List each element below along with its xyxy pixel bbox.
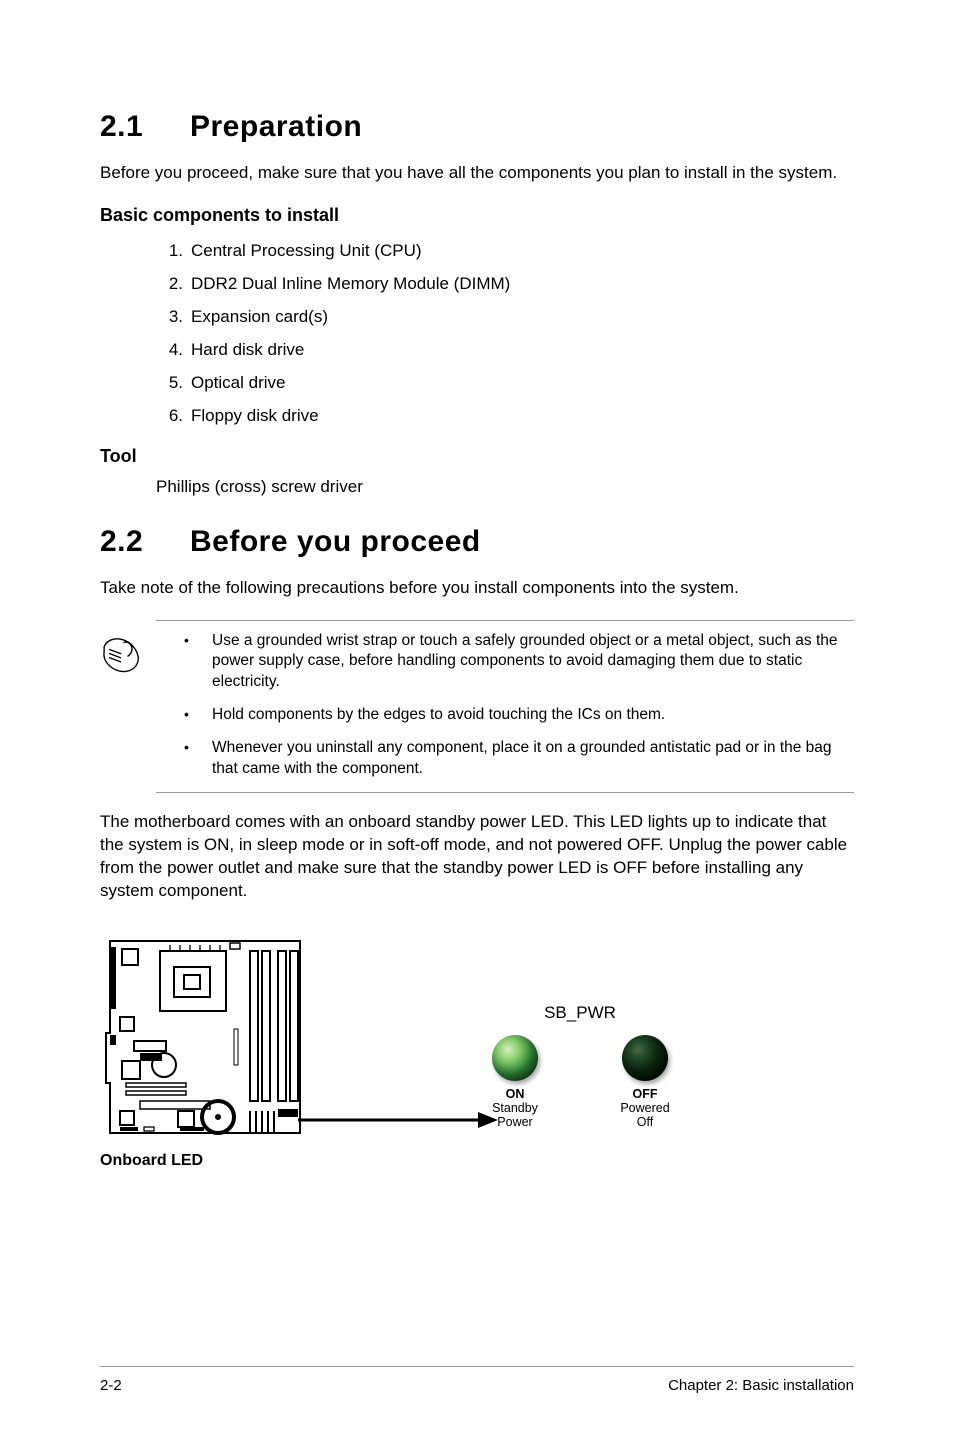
list-number: 1. xyxy=(155,240,183,263)
section-2-2-heading: Before you proceed xyxy=(190,525,481,558)
section-2-1-heading: Preparation xyxy=(190,110,362,143)
motherboard-icon xyxy=(100,933,330,1143)
onboard-led-diagram: Onboard LED SB_PWR ON StandbyPower OFF P… xyxy=(100,933,854,1170)
list-number: 2. xyxy=(155,273,183,296)
led-off-icon xyxy=(622,1035,668,1081)
section-2-1-number: 2.1 xyxy=(100,110,190,144)
basic-components-heading: Basic components to install xyxy=(100,205,854,226)
list-text: DDR2 Dual Inline Memory Module (DIMM) xyxy=(191,274,510,293)
led-on-head: ON xyxy=(470,1087,560,1101)
note-block: Use a grounded wrist strap or touch a sa… xyxy=(156,620,854,794)
led-off-column: OFF PoweredOff xyxy=(600,1035,690,1130)
section-2-1-title: 2.1Preparation xyxy=(100,110,854,144)
note-item: Hold components by the edges to avoid to… xyxy=(212,705,854,726)
tool-heading: Tool xyxy=(100,446,854,467)
list-text: Hard disk drive xyxy=(191,340,304,359)
list-item: 1. Central Processing Unit (CPU) xyxy=(155,240,854,263)
note-item: Use a grounded wrist strap or touch a sa… xyxy=(212,631,854,694)
led-on-icon xyxy=(492,1035,538,1081)
list-item: 4. Hard disk drive xyxy=(155,339,854,362)
list-item: 3. Expansion card(s) xyxy=(155,306,854,329)
list-number: 5. xyxy=(155,372,183,395)
led-title: SB_PWR xyxy=(450,1003,710,1023)
before-intro: Take note of the following precautions b… xyxy=(100,577,854,600)
footer-chapter: Chapter 2: Basic installation xyxy=(668,1377,854,1394)
tool-text: Phillips (cross) screw driver xyxy=(156,477,854,497)
note-item: Whenever you uninstall any component, pl… xyxy=(212,738,854,780)
list-item: 2. DDR2 Dual Inline Memory Module (DIMM) xyxy=(155,273,854,296)
list-text: Expansion card(s) xyxy=(191,307,328,326)
note-hand-icon xyxy=(100,633,144,677)
page-footer: 2-2 Chapter 2: Basic installation xyxy=(100,1366,854,1394)
list-text: Optical drive xyxy=(191,373,285,392)
arrow-icon xyxy=(298,1105,518,1135)
prep-intro: Before you proceed, make sure that you h… xyxy=(100,162,854,185)
list-item: 6. Floppy disk drive xyxy=(155,405,854,428)
list-number: 4. xyxy=(155,339,183,362)
section-2-2-title: 2.2Before you proceed xyxy=(100,525,854,559)
basic-components-list: 1. Central Processing Unit (CPU) 2. DDR2 D… xyxy=(155,240,854,428)
led-off-sub: PoweredOff xyxy=(600,1101,690,1130)
list-number: 6. xyxy=(155,405,183,428)
led-off-head: OFF xyxy=(600,1087,690,1101)
list-number: 3. xyxy=(155,306,183,329)
notes-list: Use a grounded wrist strap or touch a sa… xyxy=(156,631,854,781)
list-text: Central Processing Unit (CPU) xyxy=(191,241,422,260)
list-text: Floppy disk drive xyxy=(191,406,319,425)
section-2-2-number: 2.2 xyxy=(100,525,190,559)
diagram-caption: Onboard LED xyxy=(100,1152,330,1170)
list-item: 5. Optical drive xyxy=(155,372,854,395)
before-body-2: The motherboard comes with an onboard st… xyxy=(100,811,854,903)
footer-page-number: 2-2 xyxy=(100,1377,122,1394)
